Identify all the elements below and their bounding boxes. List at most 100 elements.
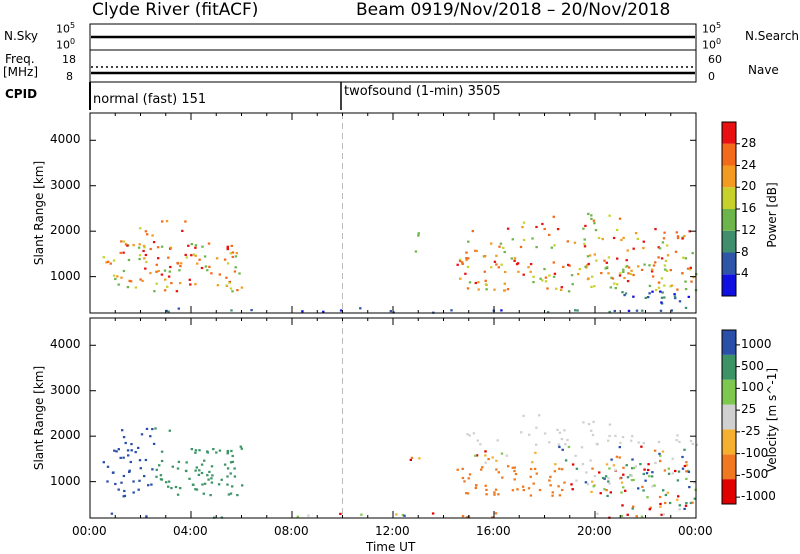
- echo-cell: [522, 489, 525, 492]
- echo-cell: [461, 261, 464, 264]
- echo-cell: [676, 288, 679, 291]
- echo-cell: [188, 278, 191, 281]
- echo-cell: [637, 441, 640, 444]
- echo-cell: [138, 254, 142, 257]
- x-tick-label: 12:00: [375, 524, 410, 538]
- echo-cell: [177, 307, 180, 310]
- echo-cell: [659, 309, 663, 312]
- echo-cell: [658, 495, 662, 499]
- echo-cell: [522, 273, 525, 276]
- echo-cell: [201, 245, 204, 248]
- echo-cell: [236, 494, 239, 497]
- echo-cell: [102, 461, 105, 464]
- echo-cell: [168, 429, 171, 432]
- echo-cell: [560, 286, 563, 289]
- echo-cell: [124, 441, 127, 445]
- echo-cell: [603, 477, 606, 480]
- echo-cell: [484, 461, 487, 464]
- echo-cell: [588, 254, 592, 257]
- echo-cell: [649, 506, 652, 509]
- echo-cell: [229, 252, 232, 255]
- echo-cell: [684, 504, 688, 507]
- echo-cell: [468, 281, 472, 284]
- echo-cell: [606, 494, 609, 497]
- echo-cell: [160, 459, 164, 463]
- echo-cell: [161, 220, 164, 223]
- echo-cell: [194, 449, 198, 452]
- mode-twofsound: twofsound (1-min) 3505: [344, 84, 501, 99]
- echo-cell: [503, 282, 506, 285]
- echo-cell: [664, 268, 667, 271]
- echo-cell: [177, 460, 181, 463]
- echo-cell: [535, 426, 538, 429]
- echo-cell: [138, 479, 141, 482]
- echo-cell: [529, 494, 533, 497]
- echo-cell: [567, 290, 571, 293]
- echo-cell: [650, 270, 654, 273]
- echo-cell: [179, 282, 182, 285]
- x-tick-label: 08:00: [274, 524, 309, 538]
- echo-cell: [548, 441, 551, 444]
- echo-cell: [495, 263, 498, 266]
- echo-cell: [652, 264, 656, 267]
- echo-cell: [582, 421, 585, 424]
- echo-cell: [461, 515, 465, 518]
- echo-cell: [619, 272, 622, 275]
- echo-cell: [109, 262, 112, 265]
- echo-cell: [194, 283, 197, 286]
- echo-cell: [591, 275, 594, 278]
- echo-cell: [190, 254, 193, 257]
- echo-cell: [194, 451, 197, 454]
- echo-cell: [513, 259, 516, 262]
- echo-cell: [497, 266, 500, 269]
- echo-cell: [642, 472, 645, 476]
- echo-cell: [474, 249, 477, 252]
- echo-cell: [544, 280, 548, 283]
- echo-cell: [119, 456, 122, 459]
- echo-cell: [192, 253, 196, 256]
- echo-cell: [654, 228, 657, 231]
- echo-cell: [608, 423, 612, 426]
- x-tick-label: 04:00: [173, 524, 208, 538]
- echo-cell: [475, 454, 479, 457]
- echo-cell: [519, 245, 523, 249]
- station-title: Clyde River (fitACF): [92, 0, 259, 20]
- echo-cell: [685, 470, 688, 473]
- echo-cell: [563, 481, 566, 484]
- echo-cell: [467, 477, 470, 480]
- echo-cell: [122, 474, 126, 478]
- echo-cell: [495, 459, 498, 462]
- echo-cell: [666, 244, 669, 247]
- echo-cell: [163, 269, 167, 272]
- echo-cell: [233, 475, 237, 478]
- echo-cell: [493, 491, 496, 494]
- echo-cell: [474, 486, 477, 490]
- echo-cell: [573, 241, 577, 244]
- echo-cell: [681, 455, 684, 459]
- echo-cell: [137, 246, 141, 249]
- echo-cell: [660, 296, 664, 299]
- echo-cell: [339, 309, 343, 312]
- echo-cell: [207, 242, 211, 245]
- echo-cell: [163, 289, 167, 292]
- echo-cell: [650, 475, 654, 478]
- echo-cell: [658, 247, 662, 250]
- echo-cell: [695, 443, 698, 446]
- echo-cell: [114, 277, 117, 281]
- echo-cell: [612, 464, 616, 467]
- echo-cell: [506, 227, 510, 230]
- echo-cell: [229, 287, 233, 290]
- echo-cell: [401, 513, 405, 517]
- echo-cell: [170, 282, 173, 285]
- echo-cell: [528, 433, 531, 436]
- echo-cell: [185, 469, 188, 473]
- y-tick-label: 3000: [50, 177, 81, 192]
- echo-cell: [645, 472, 649, 475]
- echo-cell: [197, 473, 201, 476]
- echo-cell: [549, 484, 552, 487]
- echo-cell: [622, 473, 625, 476]
- echo-cell: [218, 449, 222, 452]
- echo-cell: [674, 250, 678, 253]
- echo-cell: [653, 484, 656, 487]
- echo-cell: [165, 220, 169, 223]
